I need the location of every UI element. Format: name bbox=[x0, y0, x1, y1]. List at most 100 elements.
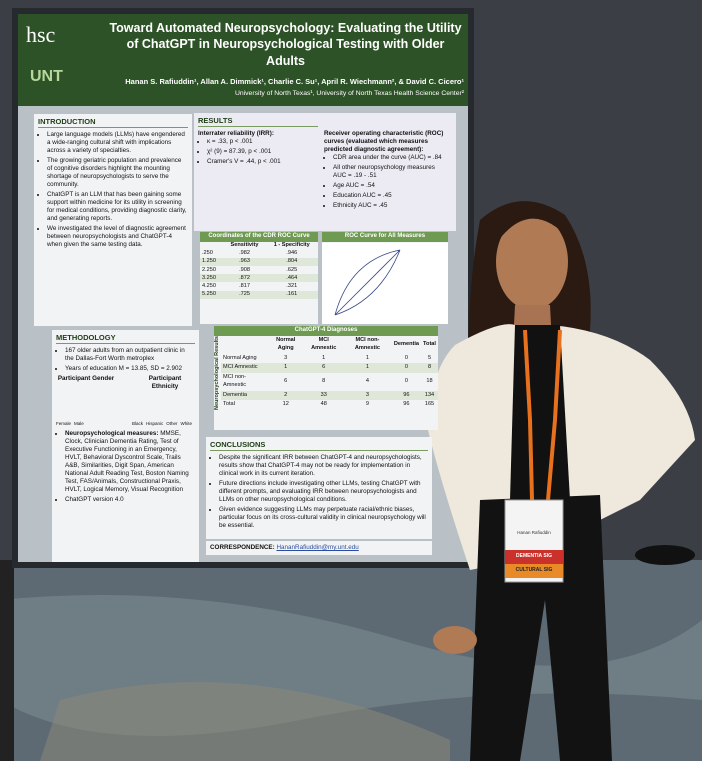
badge-name: Hanan Rafiuddin bbox=[517, 530, 551, 535]
cell: 96 bbox=[403, 401, 410, 408]
cell: 3.250 bbox=[202, 274, 216, 281]
bullet: 167 older adults from an outpatient clin… bbox=[65, 347, 195, 363]
cell: .464 bbox=[286, 274, 298, 281]
cell: 1 bbox=[284, 364, 288, 371]
row: 4.250 .817 .321 bbox=[200, 282, 318, 290]
legend-item: Male bbox=[74, 420, 84, 426]
row: MCI Amnestic 1 6 1 0 8 bbox=[221, 363, 438, 373]
bullet: CDR area under the curve (AUC) = .84 bbox=[333, 154, 449, 162]
cell: .982 bbox=[239, 250, 250, 257]
cell: MCI Amnestic bbox=[223, 364, 258, 371]
cell: .872 bbox=[239, 274, 250, 281]
cell: .946 bbox=[286, 250, 298, 257]
cell: 4.250 bbox=[202, 282, 216, 289]
bullet: Education AUC = .45 bbox=[333, 192, 449, 200]
row: 2.250 .908 .625 bbox=[200, 266, 318, 274]
legend-item: Female bbox=[56, 420, 72, 426]
email: HananRafiuddin@my.unt.edu bbox=[276, 544, 359, 551]
bullet: Age AUC = .54 bbox=[333, 182, 449, 190]
cell: .817 bbox=[239, 282, 250, 289]
cell: 2 bbox=[284, 391, 288, 398]
cell: 33 bbox=[320, 391, 327, 398]
bullet: Years of education M = 13.85, SD = 2.902 bbox=[65, 365, 195, 373]
cell: 5 bbox=[427, 354, 432, 361]
cell: Total bbox=[223, 401, 235, 408]
heading: METHODOLOGY bbox=[56, 333, 195, 344]
legend-item: Black bbox=[131, 420, 143, 426]
pie-title: Participant Gender bbox=[57, 374, 115, 382]
label: CORRESPONDENCE: bbox=[210, 544, 275, 551]
poster-title: Toward Automated Neuropsychology: Evalua… bbox=[109, 21, 462, 68]
bullet: Given evidence suggesting LLMs may perpe… bbox=[219, 506, 428, 530]
row: Total 12 48 9 96 165 bbox=[221, 400, 438, 410]
legend: Female Male bbox=[56, 421, 87, 427]
cell: .161 bbox=[286, 291, 298, 298]
authors: Hanan S. Rafiuddin¹, Allan A. Dimmick¹, … bbox=[125, 77, 464, 86]
measures-label: Neuropsychological measures: bbox=[65, 429, 159, 437]
header-cell: Normal Aging bbox=[276, 337, 296, 351]
cell: .804 bbox=[286, 258, 298, 265]
pie-title: Participant Ethnicity bbox=[148, 374, 182, 390]
cell: .321 bbox=[286, 282, 298, 289]
header-cell: MCI Amnestic bbox=[311, 337, 337, 351]
bullets: CDR area under the curve (AUC) = .84 All … bbox=[324, 154, 449, 210]
bullet: The growing geriatric population and pre… bbox=[47, 157, 188, 189]
cell: 6 bbox=[322, 364, 326, 371]
roc-chart-title-box: ROC Curve for All Measures bbox=[322, 232, 448, 243]
bullet: ChatGPT is an LLM that has been gaining … bbox=[47, 191, 188, 223]
legend-item: White bbox=[180, 420, 192, 426]
cell: 134 bbox=[424, 391, 435, 398]
cell: Dementia bbox=[223, 391, 247, 398]
diagnoses-table: ChatGPT-4 Diagnoses Neuropsychological R… bbox=[214, 326, 438, 430]
results: RESULTS Interrater reliability (IRR):κ =… bbox=[194, 113, 456, 231]
bullets: Large language models (LLMs) have engend… bbox=[38, 131, 188, 250]
header-row: Normal Aging MCI Amnestic MCI non-Amnestic… bbox=[221, 336, 438, 354]
heading: CONCLUSIONS bbox=[210, 440, 428, 451]
cell: 3 bbox=[365, 391, 369, 398]
cell: 18 bbox=[426, 378, 433, 385]
header-cell: Total bbox=[423, 341, 436, 348]
bullet: All other neuropsychology measures AUC =… bbox=[333, 164, 449, 180]
heading: RESULTS bbox=[198, 116, 318, 127]
bullet: Cramer's V = .44, p < .001 bbox=[207, 158, 316, 166]
cell: .908 bbox=[239, 266, 250, 273]
bullet: Large language models (LLMs) have engend… bbox=[47, 131, 188, 155]
ribbon: CULTURAL SIG bbox=[515, 567, 553, 573]
bullets: Despite the significant IRR between Chat… bbox=[210, 454, 428, 530]
header-cell: Dementia bbox=[393, 341, 420, 348]
row: Dementia 2 33 3 96 134 bbox=[221, 390, 438, 401]
cell: .725 bbox=[239, 291, 250, 298]
cell: .963 bbox=[239, 258, 250, 265]
table-title: Coordinates of the CDR ROC Curve bbox=[200, 232, 318, 242]
methodology: METHODOLOGY 167 older adults from an out… bbox=[52, 330, 199, 562]
heading: INTRODUCTION bbox=[38, 117, 188, 128]
row: MCI non-Amnestic 6 8 4 0 18 bbox=[221, 373, 438, 391]
cell: 6 bbox=[284, 378, 288, 385]
cell: 9 bbox=[365, 401, 369, 408]
cell: 5.250 bbox=[202, 291, 216, 298]
cell: 96 bbox=[403, 391, 410, 398]
cell: 8 bbox=[322, 378, 326, 385]
table: Normal Aging MCI Amnestic MCI non-Amnestic… bbox=[221, 336, 438, 410]
legend-item: Other bbox=[166, 420, 178, 426]
header-row: Sensitivity 1 - Specificity bbox=[200, 242, 318, 250]
legend: Black Hispanic Other White bbox=[132, 421, 195, 427]
correspondence: CORRESPONDENCE: HananRafiuddin@my.unt.ed… bbox=[206, 541, 432, 555]
row: Normal Aging 3 1 1 0 5 bbox=[221, 354, 438, 364]
cell: 0 bbox=[404, 378, 408, 385]
bullet: We investigated the level of diagnostic … bbox=[47, 225, 188, 249]
bullets: 167 older adults from an outpatient clin… bbox=[56, 347, 195, 373]
cell: 1 bbox=[322, 354, 326, 361]
cell: 1 bbox=[365, 364, 369, 371]
roc-table: Coordinates of the CDR ROC Curve Sensiti… bbox=[200, 232, 318, 324]
pie-legends: Female Male Black Hispanic Other White bbox=[56, 421, 195, 427]
conclusions: CONCLUSIONS Despite the significant IRR … bbox=[206, 437, 432, 539]
bullet: χ² (9) = 87.39, p < .001 bbox=[207, 148, 316, 156]
cell: MCI non-Amnestic bbox=[223, 374, 247, 388]
cell bbox=[221, 336, 267, 354]
bullet: Ethnicity AUC = .45 bbox=[333, 202, 449, 210]
row: 1.250 .963 .804 bbox=[200, 257, 318, 267]
version: ChatGPT version 4.0 bbox=[65, 496, 195, 504]
introduction: INTRODUCTION Large language models (LLMs… bbox=[34, 114, 192, 326]
